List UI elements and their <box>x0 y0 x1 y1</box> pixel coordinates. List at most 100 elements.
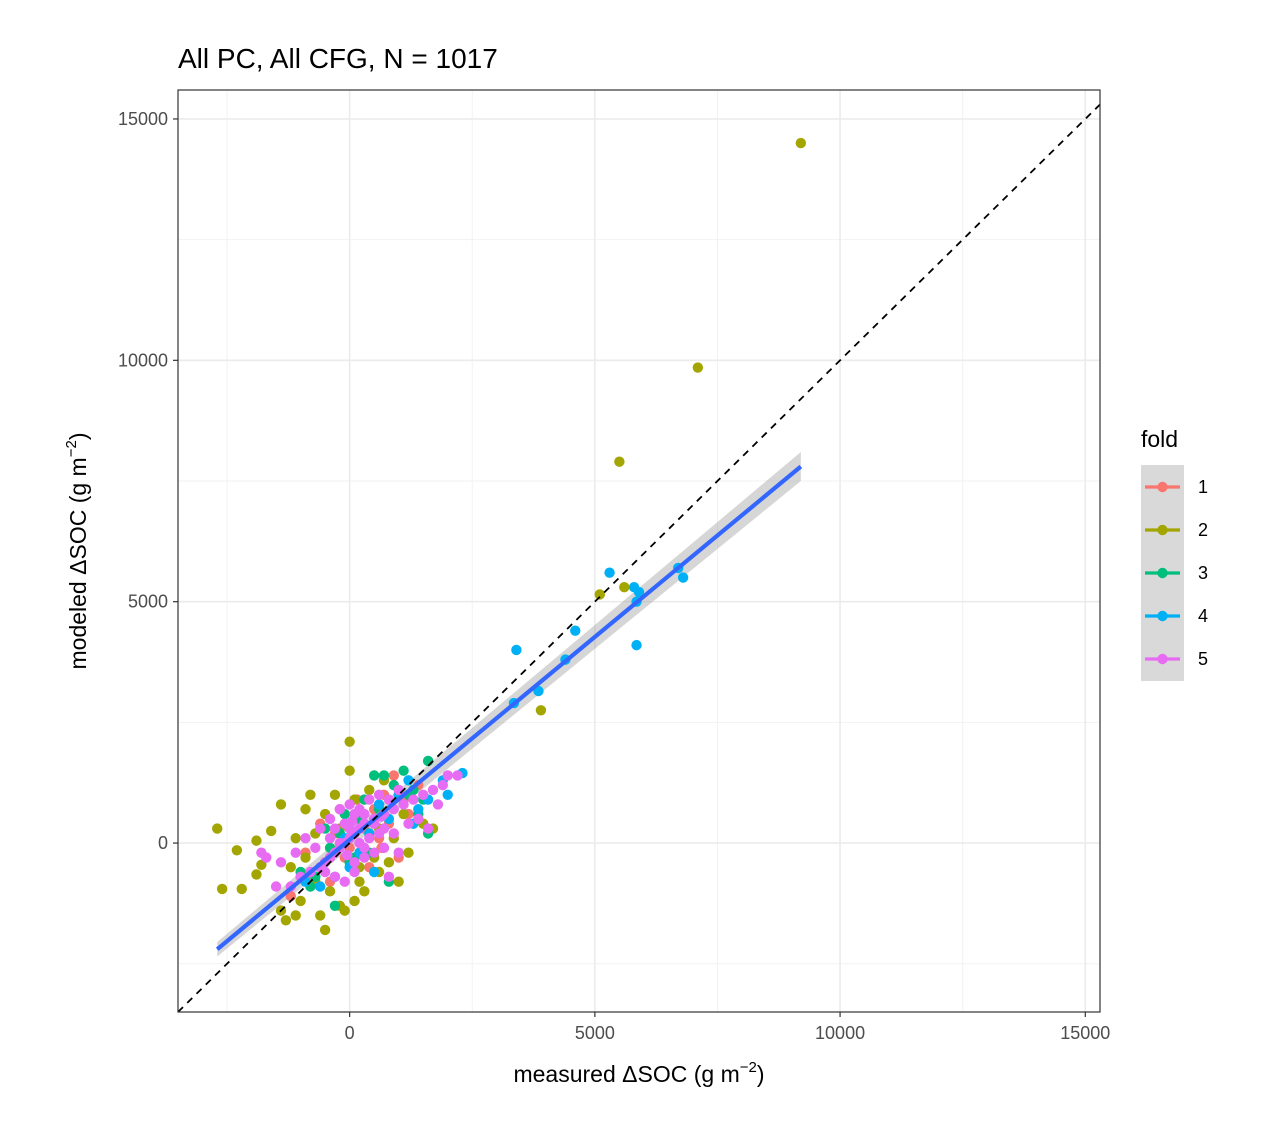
point-fold-3 <box>330 901 340 911</box>
plot-area <box>178 90 1100 1012</box>
point-fold-2 <box>393 876 403 886</box>
point-fold-2 <box>536 705 546 715</box>
point-fold-2 <box>286 862 296 872</box>
x-axis-title: measured ΔSOC (g m−2) <box>513 1059 764 1087</box>
point-fold-4 <box>604 568 614 578</box>
point-fold-5 <box>359 852 369 862</box>
point-fold-5 <box>271 881 281 891</box>
point-fold-5 <box>423 823 433 833</box>
point-fold-5 <box>330 823 340 833</box>
point-fold-2 <box>295 896 305 906</box>
point-fold-5 <box>276 857 286 867</box>
legend-label: 1 <box>1198 477 1208 497</box>
point-fold-5 <box>418 790 428 800</box>
x-tick-label: 5000 <box>575 1023 615 1043</box>
point-fold-5 <box>443 770 453 780</box>
legend-key-point <box>1157 611 1167 621</box>
point-fold-2 <box>232 845 242 855</box>
point-fold-3 <box>379 770 389 780</box>
point-fold-5 <box>335 804 345 814</box>
point-fold-5 <box>300 833 310 843</box>
point-fold-4 <box>631 640 641 650</box>
point-fold-4 <box>678 572 688 582</box>
point-fold-5 <box>389 828 399 838</box>
point-fold-2 <box>344 765 354 775</box>
point-fold-1 <box>389 770 399 780</box>
point-fold-4 <box>570 625 580 635</box>
legend-label: 3 <box>1198 563 1208 583</box>
point-fold-5 <box>384 872 394 882</box>
point-fold-2 <box>325 886 335 896</box>
point-fold-2 <box>354 876 364 886</box>
point-fold-2 <box>212 823 222 833</box>
point-fold-5 <box>359 809 369 819</box>
point-fold-5 <box>408 794 418 804</box>
point-fold-2 <box>364 785 374 795</box>
point-fold-5 <box>364 833 374 843</box>
point-fold-2 <box>305 790 315 800</box>
legend-key-point <box>1157 482 1167 492</box>
y-axis-title: modeled ΔSOC (g m−2) <box>63 433 91 670</box>
point-fold-5 <box>291 848 301 858</box>
point-fold-5 <box>347 816 357 826</box>
point-fold-5 <box>413 814 423 824</box>
point-fold-4 <box>443 790 453 800</box>
y-tick-label: 15000 <box>118 109 168 129</box>
x-axis: 0 5000 10000 15000 <box>345 1012 1111 1043</box>
point-fold-5 <box>310 843 320 853</box>
point-fold-4 <box>413 804 423 814</box>
point-fold-2 <box>276 799 286 809</box>
point-fold-5 <box>325 833 335 843</box>
point-fold-2 <box>266 826 276 836</box>
point-fold-4 <box>511 645 521 655</box>
y-tick-label: 5000 <box>128 592 168 612</box>
point-fold-5 <box>342 850 352 860</box>
x-tick-label: 0 <box>345 1023 355 1043</box>
point-fold-2 <box>796 138 806 148</box>
legend: fold 12345 <box>1141 426 1208 681</box>
point-fold-3 <box>369 770 379 780</box>
point-fold-2 <box>619 582 629 592</box>
legend-key-point <box>1157 654 1167 664</box>
point-fold-2 <box>330 790 340 800</box>
legend-label: 4 <box>1198 606 1208 626</box>
x-tick-label: 15000 <box>1060 1023 1110 1043</box>
point-fold-5 <box>374 790 384 800</box>
point-fold-5 <box>364 794 374 804</box>
point-fold-2 <box>693 362 703 372</box>
point-fold-2 <box>217 884 227 894</box>
point-fold-2 <box>320 925 330 935</box>
point-fold-5 <box>344 799 354 809</box>
point-fold-2 <box>384 857 394 867</box>
y-axis: 0 5000 10000 15000 <box>118 109 178 853</box>
point-fold-4 <box>374 799 384 809</box>
y-tick-label: 0 <box>158 833 168 853</box>
legend-key-point <box>1157 525 1167 535</box>
point-fold-2 <box>237 884 247 894</box>
point-fold-5 <box>403 819 413 829</box>
point-fold-5 <box>330 872 340 882</box>
point-fold-2 <box>251 835 261 845</box>
point-fold-2 <box>300 804 310 814</box>
point-fold-5 <box>256 848 266 858</box>
x-tick-label: 10000 <box>815 1023 865 1043</box>
point-fold-2 <box>344 736 354 746</box>
point-fold-2 <box>359 886 369 896</box>
legend-key-point <box>1157 568 1167 578</box>
point-fold-2 <box>300 852 310 862</box>
point-fold-5 <box>369 848 379 858</box>
point-fold-5 <box>374 828 384 838</box>
y-tick-label: 10000 <box>118 350 168 370</box>
point-fold-5 <box>340 876 350 886</box>
point-fold-5 <box>428 785 438 795</box>
point-fold-2 <box>349 896 359 906</box>
point-fold-5 <box>379 843 389 853</box>
point-fold-2 <box>398 809 408 819</box>
point-fold-2 <box>614 456 624 466</box>
chart-title: All PC, All CFG, N = 1017 <box>178 43 498 74</box>
legend-title: fold <box>1141 426 1178 452</box>
point-fold-4 <box>369 867 379 877</box>
point-fold-4 <box>315 881 325 891</box>
point-fold-2 <box>291 910 301 920</box>
